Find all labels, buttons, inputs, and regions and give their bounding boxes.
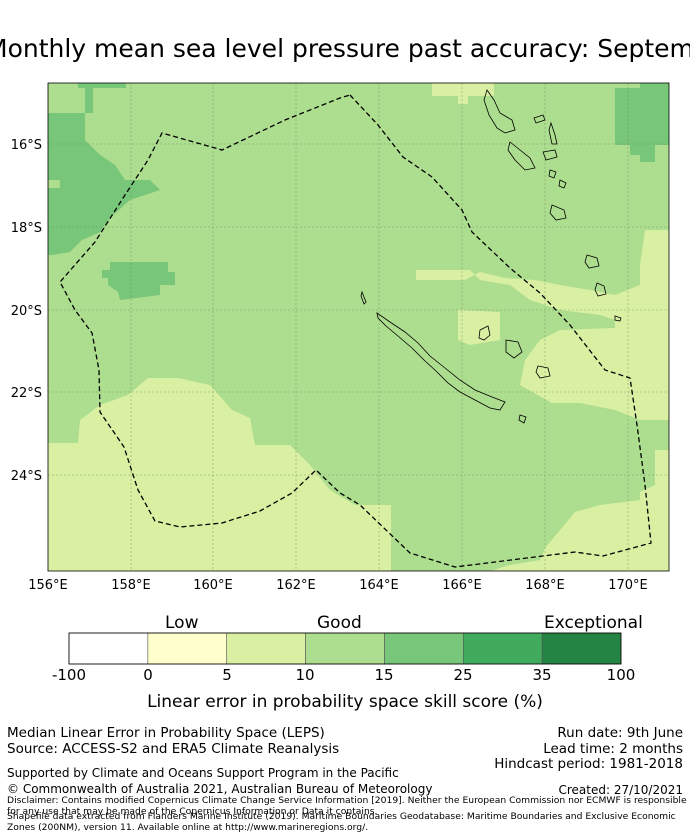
colorbar-label: Linear error in probability space skill … [147,692,543,712]
category-good: Good [317,613,362,633]
lon-label-162e: 162°E [276,578,316,593]
lon-label-158e: 158°E [111,578,151,593]
cbar-tick-10: 10 [295,666,315,684]
skill-region-high-northwest [78,83,126,88]
support-text: Supported by Climate and Oceans Support … [7,766,399,780]
hindcast-period: Hindcast period: 1981-2018 [494,756,683,772]
island-vanuatu-pentecost [548,121,558,145]
colorbar [68,632,622,665]
cbar-tick-35: 35 [532,666,552,684]
islands [360,89,622,424]
island-vanuatu-epi [542,149,558,161]
lon-label-168e: 168°E [525,578,565,593]
cbar-tick-100: 100 [606,666,636,684]
colorbar-cell-1 [147,632,228,665]
colorbar-cell-5 [462,632,543,665]
longitude-labels: 156°E 158°E 160°E 162°E 164°E 166°E 168°… [28,578,648,593]
lat-label-18s: 18°S [11,221,42,236]
lat-label-16s: 16°S [11,138,42,153]
island-vanuatu-erromango [584,254,600,269]
cbar-tick-15: 15 [374,666,394,684]
lon-label-166e: 166°E [442,578,482,593]
skill-region-high-west [48,113,160,255]
island-new-caledonia [376,312,506,411]
lat-label-22s: 22°S [11,386,42,401]
lon-label-170e: 170°E [608,578,648,593]
cbar-tick-minus100: -100 [51,666,87,684]
island-isle-of-pines [518,414,527,424]
skill-region-high-northeast [615,83,669,162]
island-vanuatu-aneityum [614,315,622,322]
island-vanuatu-malekula [507,141,536,171]
colorbar-cell-6 [541,632,622,665]
shapefile-credit: Shapefile data extracted from Flanders M… [7,811,676,833]
cbar-tick-25: 25 [453,666,473,684]
skill-region-low-southeast [490,450,669,571]
lead-time: Lead time: 2 months [543,741,683,757]
latitude-labels: 16°S 18°S 20°S 22°S 24°S [11,138,42,484]
map-title: Monthly mean sea level pressure past acc… [0,34,690,63]
lon-label-160e: 160°E [193,578,233,593]
colorbar-cell-3 [305,632,385,665]
island-vanuatu-ambae [533,114,546,124]
colorbar-cell-4 [384,632,464,665]
skill-region-low-central [458,310,500,345]
island-vanuatu-espiritu [483,89,516,134]
island-vanuatu-tanna [594,282,607,297]
island-loyalty-1 [478,325,491,341]
category-exceptional: Exceptional [544,613,643,633]
island-vanuatu-small [548,169,567,189]
skill-region-low-north [432,83,494,96]
run-date: Run date: 9th June [557,725,683,741]
category-low: Low [165,613,199,633]
map-frame [47,82,670,572]
eez-boundary [59,94,652,568]
island-loyalty-3 [535,365,551,379]
island-vanuatu-efate [549,204,567,221]
skill-region-low-southwest [48,378,391,571]
skill-field [48,83,669,571]
disclaimer-text: Disclaimer: Contains modified Copernicus… [7,795,687,817]
metric-text: Median Linear Error in Probability Space… [7,725,325,741]
colorbar-cell-2 [226,632,306,665]
skill-region-high-center [102,262,175,300]
cbar-tick-5: 5 [222,666,232,684]
lon-label-164e: 164°E [359,578,399,593]
island-loyalty-2 [505,339,523,359]
island-belep [360,290,367,305]
created-date: Created: 27/10/2021 [558,783,683,797]
skill-map: 16°S 18°S 20°S 22°S 24°S 156°E 158°E 160… [11,82,670,593]
skill-region-low-east [416,230,669,420]
cbar-tick-0: 0 [143,666,153,684]
source-text: Source: ACCESS-S2 and ERA5 Climate Reana… [7,741,340,757]
colorbar-cell-0 [68,632,149,665]
graticule [48,83,669,571]
lat-label-24s: 24°S [11,469,42,484]
lon-label-156e: 156°E [28,578,68,593]
lat-label-20s: 20°S [11,304,42,319]
copyright-text: © Commonwealth of Australia 2021, Austra… [7,782,433,796]
